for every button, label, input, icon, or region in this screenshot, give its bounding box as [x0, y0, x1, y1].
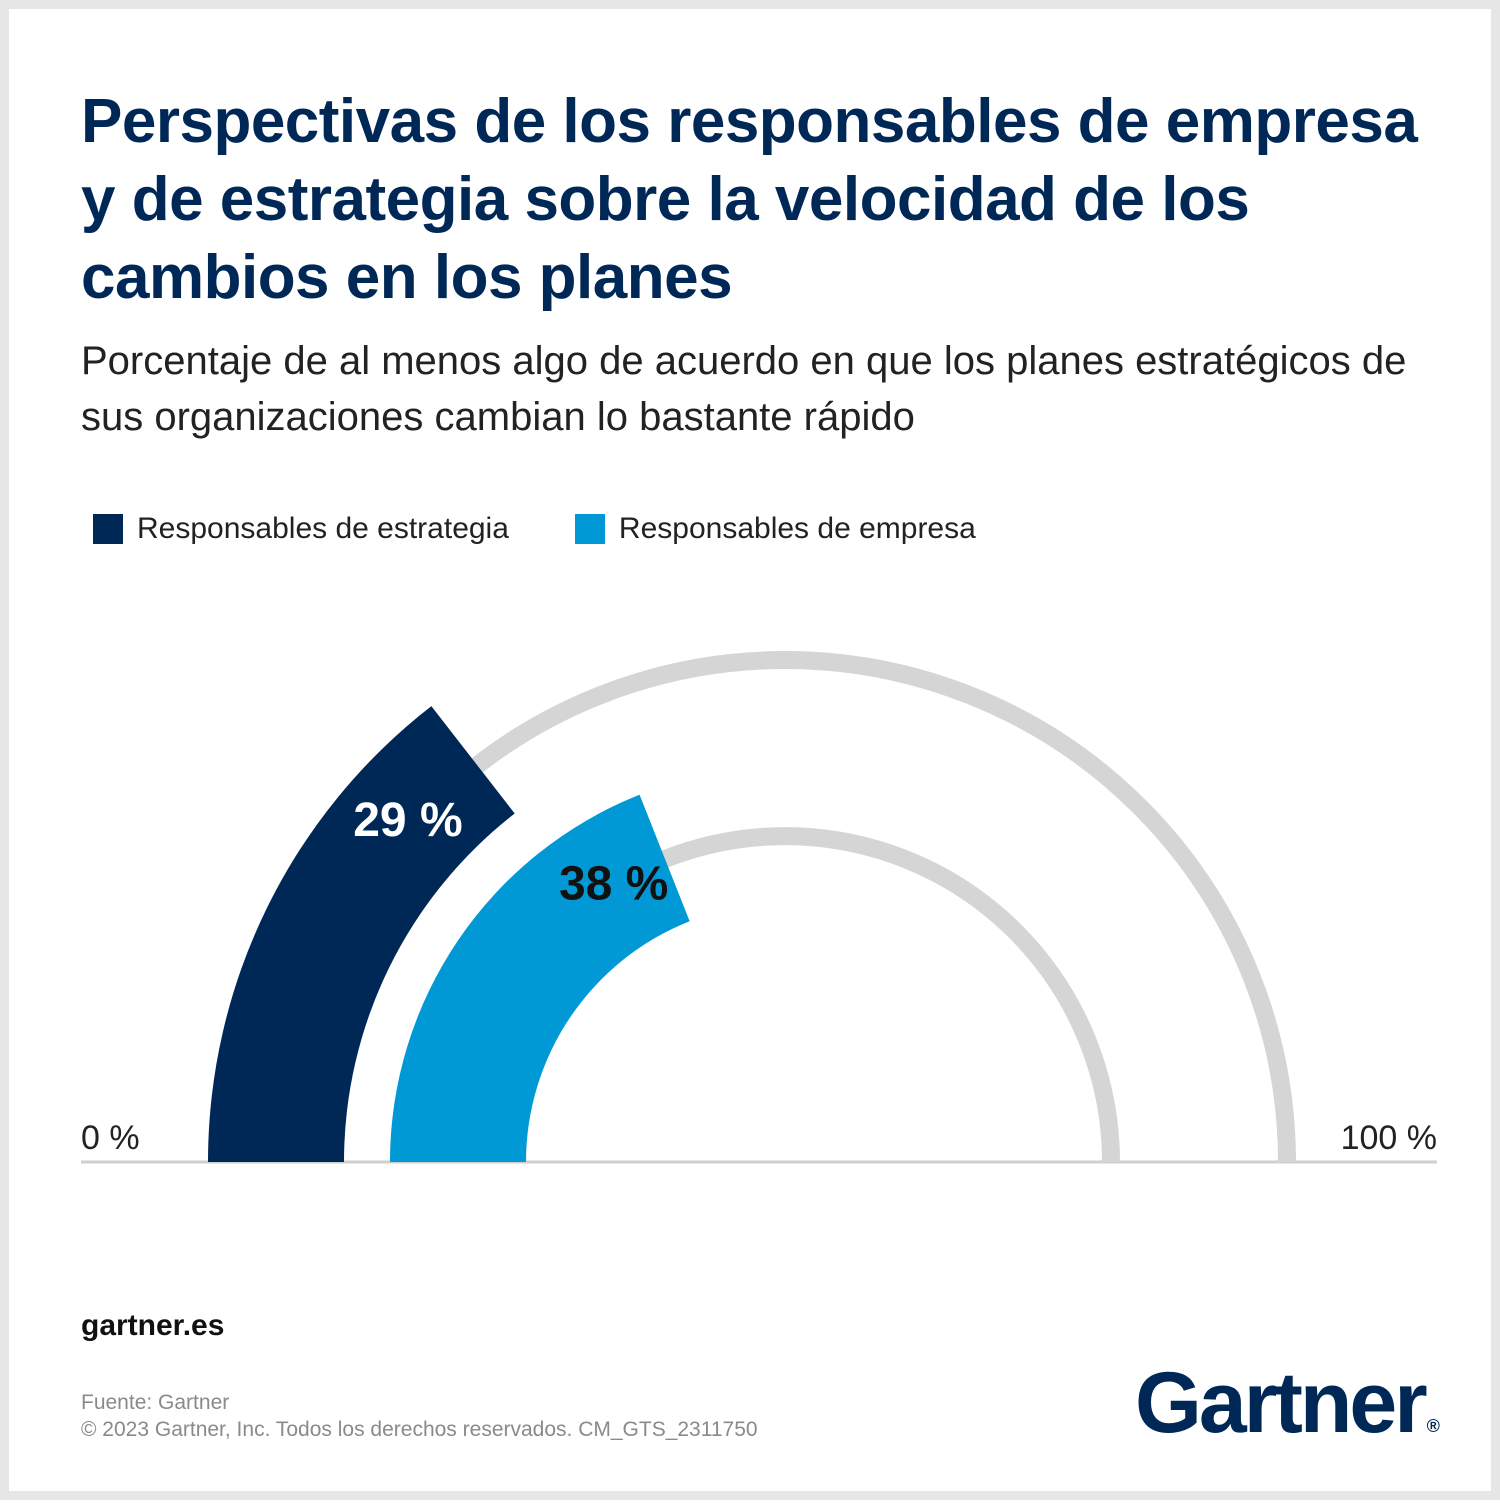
gauge-bar-business: [390, 794, 690, 1162]
value-label-strategy: 29 %: [353, 794, 462, 847]
legend-label-business: Responsables de empresa: [618, 512, 976, 545]
chart-subtitle: Porcentaje de al menos algo de acuerdo e…: [81, 339, 1407, 439]
legend-label-strategy: Responsables de estrategia: [137, 512, 509, 545]
axis-min-label: 0 %: [81, 1119, 140, 1157]
website-link[interactable]: gartner.es: [81, 1309, 225, 1342]
legend-item-business: Responsables de empresa: [574, 512, 976, 546]
copyright-note: © 2023 Gartner, Inc. Todos los derechos …: [81, 1418, 758, 1441]
chart-title: Perspectivas de los responsables de empr…: [81, 87, 1418, 312]
gauge-chart: 29 % 38 % 0 % 100 %: [81, 651, 1437, 1164]
gauge-bar-strategy: [208, 706, 515, 1162]
logo-wordmark: Gartner: [1135, 1355, 1428, 1451]
legend-swatch-business: [574, 514, 605, 544]
legend: Responsables de estrategia Responsables …: [93, 511, 1042, 547]
gartner-logo: Gartner ®: [1135, 1353, 1440, 1476]
source-note: Fuente: Gartner: [81, 1391, 230, 1414]
legend-item-strategy: Responsables de estrategia: [93, 512, 509, 546]
value-label-business: 38 %: [559, 857, 668, 910]
axis-max-label: 100 %: [1341, 1119, 1437, 1157]
legend-swatch-strategy: [93, 514, 123, 544]
registered-mark: ®: [1426, 1416, 1440, 1436]
